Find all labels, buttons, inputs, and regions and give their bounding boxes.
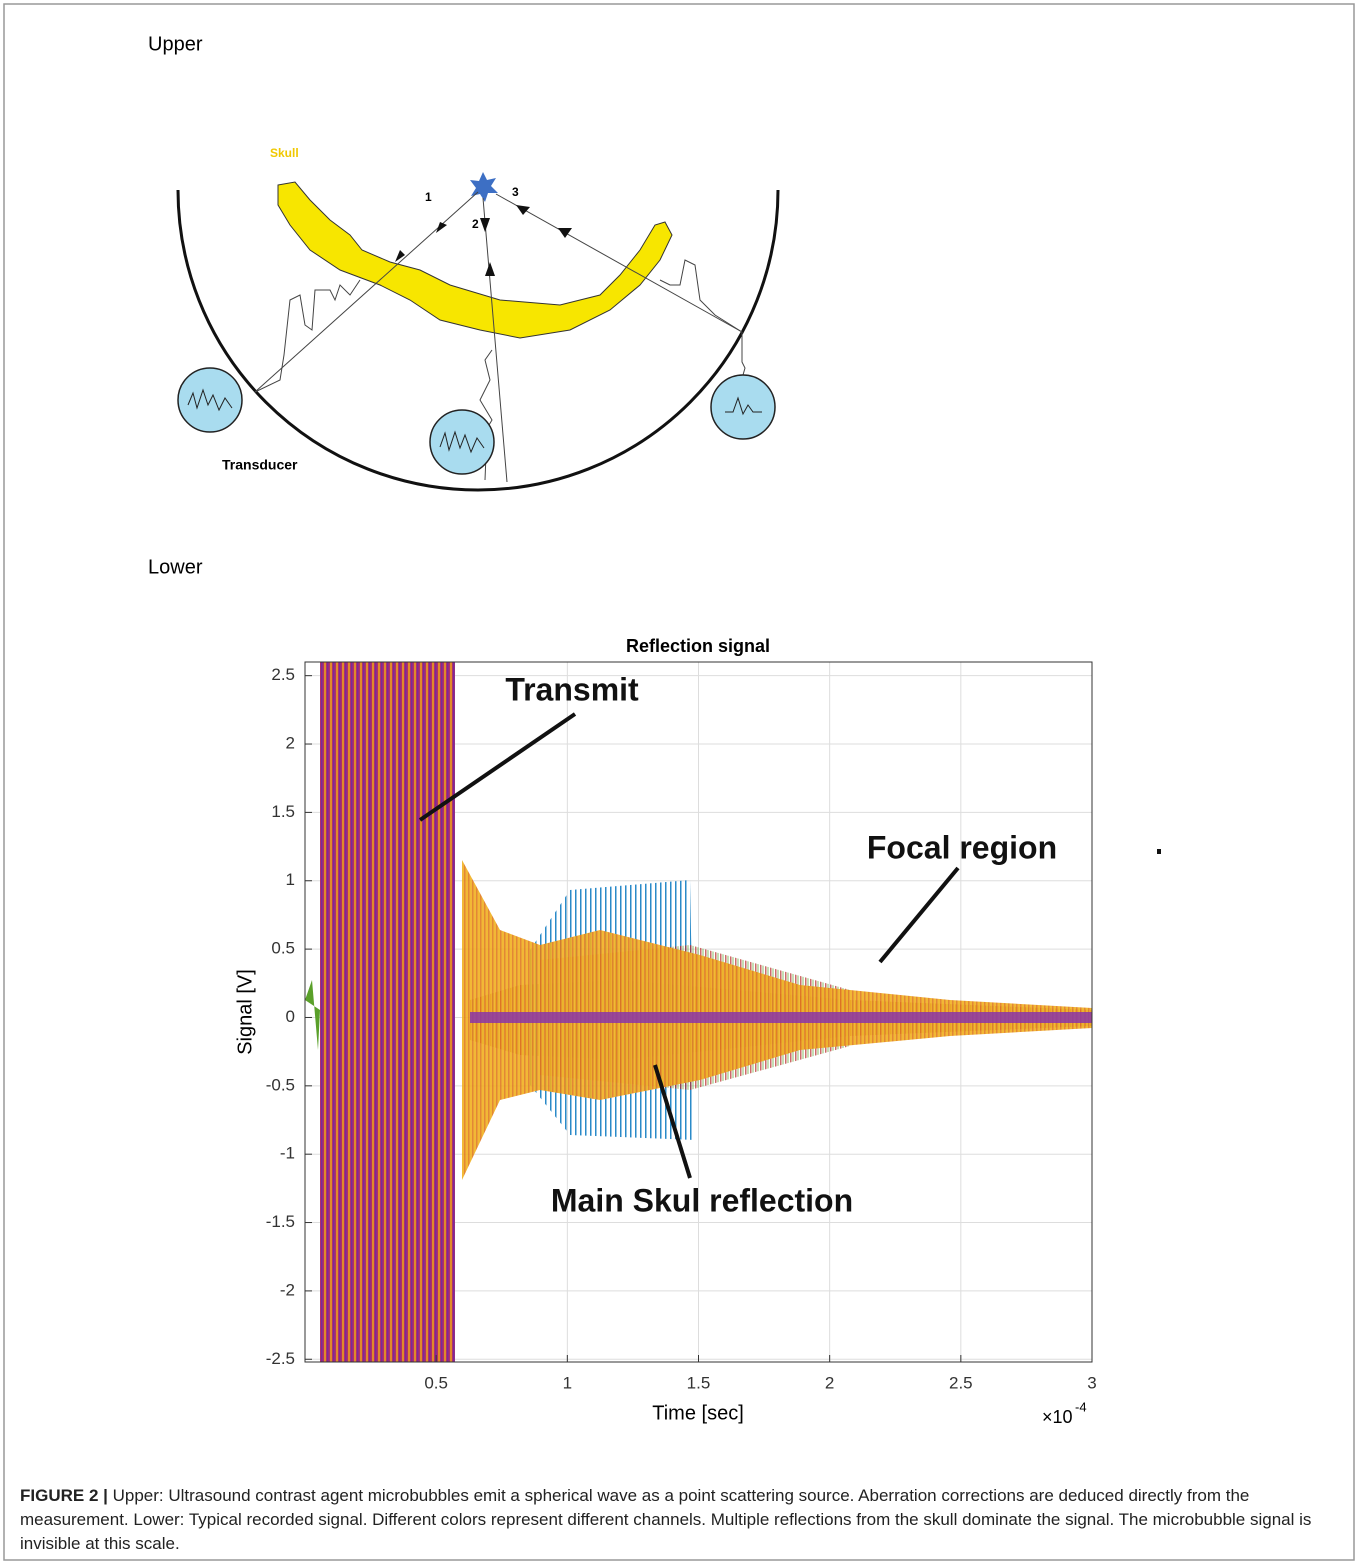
page: Upper Lower Skull 1 2 [0, 0, 1358, 1564]
annotation: Main Skul reflection [551, 1182, 853, 1218]
y-tick-label: -2 [280, 1280, 295, 1299]
transducer-label: Transducer [222, 457, 298, 473]
arrowheads [395, 205, 572, 276]
x-tick-label: 2 [825, 1373, 834, 1392]
x-axis-label: Time [sec] [652, 1402, 744, 1424]
chart-title: Reflection signal [626, 636, 770, 656]
caption-text: Upper: Ultrasound contrast agent microbu… [20, 1486, 1311, 1553]
skull-label: Skull [270, 146, 299, 160]
y-tick-label: 1 [286, 870, 295, 889]
path-label: 3 [512, 185, 519, 199]
x-multiplier: ×10 [1042, 1407, 1073, 1427]
y-tick-label: 2 [286, 734, 295, 753]
x-tick-label: 0.5 [424, 1373, 448, 1392]
y-tick-label: 0 [286, 1007, 295, 1026]
chart: 0.5 1 1.5 2 2.5 3 -2.5 -2 -1.5 -1 -0.5 0 0.5 1 1.5 2 2.5… [234, 636, 1161, 1427]
diagram: Skull 1 2 3 Transducer [178, 146, 778, 490]
caption-label: FIGURE 2 | [20, 1486, 108, 1505]
path-label: 2 [472, 217, 479, 231]
annotation: Focal region [867, 829, 1057, 865]
x-tick-label: 3 [1087, 1373, 1096, 1392]
panel-label: Lower [148, 556, 203, 578]
dot [1157, 849, 1161, 854]
y-tick-label: -1.5 [266, 1212, 295, 1231]
figure: Upper Lower Skull 1 2 [0, 0, 1358, 1564]
panel-label: Upper [148, 33, 203, 55]
annotation: Transmit [505, 671, 639, 707]
microbubble [470, 172, 498, 202]
x-tick-label: 1 [563, 1373, 572, 1392]
y-tick-label: 0.5 [271, 939, 295, 958]
y-tick-label: -0.5 [266, 1075, 295, 1094]
x-tick-label: 1.5 [687, 1373, 711, 1392]
y-tick-label: -1 [280, 1144, 295, 1163]
y-tick-label: 2.5 [271, 665, 295, 684]
path-label: 1 [425, 190, 432, 204]
x-tick-label: 2.5 [949, 1373, 973, 1392]
y-axis-label: Signal [V] [234, 969, 256, 1055]
caption: FIGURE 2 | Upper: Ultrasound contrast ag… [20, 1484, 1338, 1556]
y-tick-label: -2.5 [266, 1349, 295, 1368]
x-exponent: -4 [1075, 1399, 1087, 1414]
y-tick-label: 1.5 [271, 802, 295, 821]
